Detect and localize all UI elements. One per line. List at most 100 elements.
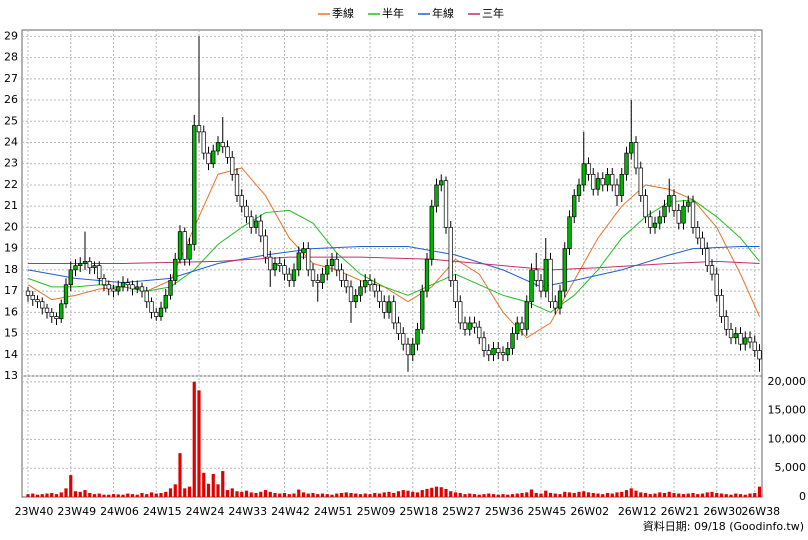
candle-body xyxy=(429,205,434,260)
volume-bar xyxy=(373,492,377,497)
volume-bar xyxy=(629,488,633,497)
y-tick-label: 16 xyxy=(4,305,18,318)
volume-bar xyxy=(449,491,453,497)
candle-body xyxy=(491,348,496,356)
volume-bar xyxy=(259,491,263,497)
candle-body xyxy=(633,142,639,169)
y-tick-label: 20 xyxy=(4,220,18,233)
volume-bar xyxy=(753,492,757,497)
volume-bar xyxy=(596,493,600,497)
volume-bar xyxy=(444,488,448,497)
candle-body xyxy=(135,286,140,290)
volume-bar xyxy=(696,494,700,497)
candle-body xyxy=(510,333,515,349)
candle-body xyxy=(220,142,225,148)
volume-bar xyxy=(111,494,116,497)
volume-bar xyxy=(577,491,581,497)
volume-bar xyxy=(453,492,458,497)
footer: 資料日期: 09/18 (Goodinfo.tw) xyxy=(643,519,804,533)
candle-body xyxy=(591,173,596,190)
volume-bar xyxy=(544,490,548,497)
y2-tick-label: 20,000 xyxy=(768,375,807,388)
volume-bar xyxy=(83,490,87,497)
candle-body xyxy=(35,299,40,303)
candle-body xyxy=(515,322,520,334)
volume-bar xyxy=(463,494,467,497)
candle-body xyxy=(82,261,88,264)
candle-body xyxy=(40,301,45,309)
volume-bar xyxy=(297,489,301,497)
candle-body xyxy=(667,195,672,207)
x-tick-label: 26W21 xyxy=(661,505,700,518)
candle-body xyxy=(458,301,463,324)
volume-bar xyxy=(187,486,192,497)
candle-body xyxy=(30,294,35,300)
volume-bar xyxy=(358,494,363,497)
candle-body xyxy=(747,337,753,343)
volume-bar xyxy=(643,492,648,497)
candle-body xyxy=(97,265,102,279)
volume-bar xyxy=(496,494,500,497)
y-tick-label: 22 xyxy=(4,178,18,191)
volume-bar xyxy=(529,489,534,497)
volume-bar xyxy=(40,494,44,497)
volume-bar xyxy=(35,494,40,497)
candle-body xyxy=(196,125,202,133)
candle-body xyxy=(125,282,130,286)
candle-body xyxy=(306,248,311,271)
y-tick-label: 23 xyxy=(4,157,18,170)
candle-body xyxy=(149,301,154,313)
candle-body xyxy=(690,201,696,228)
x-tick-label: 24W24 xyxy=(186,505,225,518)
candle-body xyxy=(358,286,363,296)
candle-body xyxy=(277,263,282,266)
candle-body xyxy=(206,152,211,165)
candle-body xyxy=(557,290,563,309)
candle-body xyxy=(652,222,658,228)
volume-bar xyxy=(154,493,158,497)
volume-bar xyxy=(553,493,557,497)
candle-body xyxy=(78,263,83,266)
volume-bar xyxy=(525,492,529,497)
volume-bar xyxy=(116,494,120,497)
y-tick-label: 14 xyxy=(4,348,18,361)
volume-bar xyxy=(501,494,505,497)
candle-body xyxy=(728,328,734,339)
candle-body xyxy=(576,184,582,196)
candle-body xyxy=(743,337,748,345)
candle-body xyxy=(258,220,263,237)
volume-bar xyxy=(681,494,686,497)
volume-bar xyxy=(757,486,762,497)
candle-body xyxy=(59,303,64,320)
legend-label: 年線 xyxy=(432,6,454,20)
candle-body xyxy=(377,290,382,303)
volume-bar xyxy=(610,493,614,497)
x-tick-label: 25W18 xyxy=(399,505,438,518)
volume-bar xyxy=(192,381,196,497)
candle-body xyxy=(548,258,553,303)
y-tick-label: 28 xyxy=(4,51,18,64)
candle-body xyxy=(154,311,159,317)
volume-bar xyxy=(178,453,182,497)
volume-bar xyxy=(282,492,287,497)
volume-bar xyxy=(482,494,486,497)
volume-bar xyxy=(311,492,315,497)
volume-bar xyxy=(430,487,434,497)
candle-body xyxy=(524,301,529,330)
x-tick-label: 25W27 xyxy=(442,505,481,518)
candle-body xyxy=(481,337,487,351)
candle-body xyxy=(158,307,164,317)
volume-bar xyxy=(439,487,443,497)
volume-bar xyxy=(401,490,405,497)
candle-body xyxy=(643,195,648,218)
volume-bar xyxy=(382,492,386,497)
volume-bar xyxy=(197,390,201,497)
volume-bar xyxy=(491,494,496,497)
volume-bar xyxy=(624,490,629,497)
candle-body xyxy=(434,184,439,207)
volume-bar xyxy=(506,494,510,497)
y-tick-label: 26 xyxy=(4,93,18,106)
candle-body xyxy=(101,278,107,286)
volume-bar xyxy=(648,494,652,497)
volume-bar xyxy=(216,484,220,497)
